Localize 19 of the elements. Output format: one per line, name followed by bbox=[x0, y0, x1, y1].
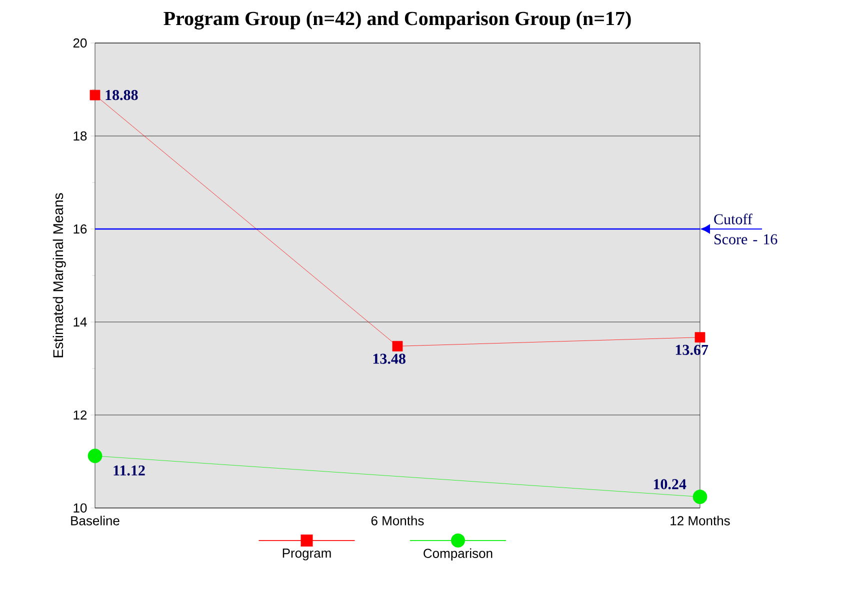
data-label: 18.88 bbox=[106, 90, 138, 100]
data-label: 10.24 bbox=[654, 479, 686, 490]
data-label: 11.12 bbox=[114, 465, 145, 476]
data-label: 13.67 bbox=[676, 344, 708, 356]
legend-label: Program bbox=[282, 548, 331, 560]
legend-label: Comparison bbox=[424, 548, 492, 561]
ref-line-label: Cutoff Score - 16 bbox=[714, 214, 778, 244]
y-tick-label: 16 bbox=[74, 224, 87, 234]
chart-title: Program Group (n=42) and Comparison Group (n=17) bbox=[164, 11, 631, 30]
data-label: 13.48 bbox=[373, 354, 406, 364]
y-tick-label: 10 bbox=[74, 503, 87, 513]
y-tick-label: 12 bbox=[74, 410, 87, 420]
y-tick-label: 18 bbox=[74, 131, 87, 141]
x-tick-label: 12 Months bbox=[670, 516, 730, 526]
y-axis-title: Estimated Marginal Means bbox=[52, 193, 66, 358]
x-tick-label: Baseline bbox=[71, 516, 120, 526]
y-tick-label: 14 bbox=[74, 318, 87, 326]
x-tick-label: 6 Months bbox=[371, 516, 424, 526]
y-tick-label: 20 bbox=[73, 38, 87, 48]
